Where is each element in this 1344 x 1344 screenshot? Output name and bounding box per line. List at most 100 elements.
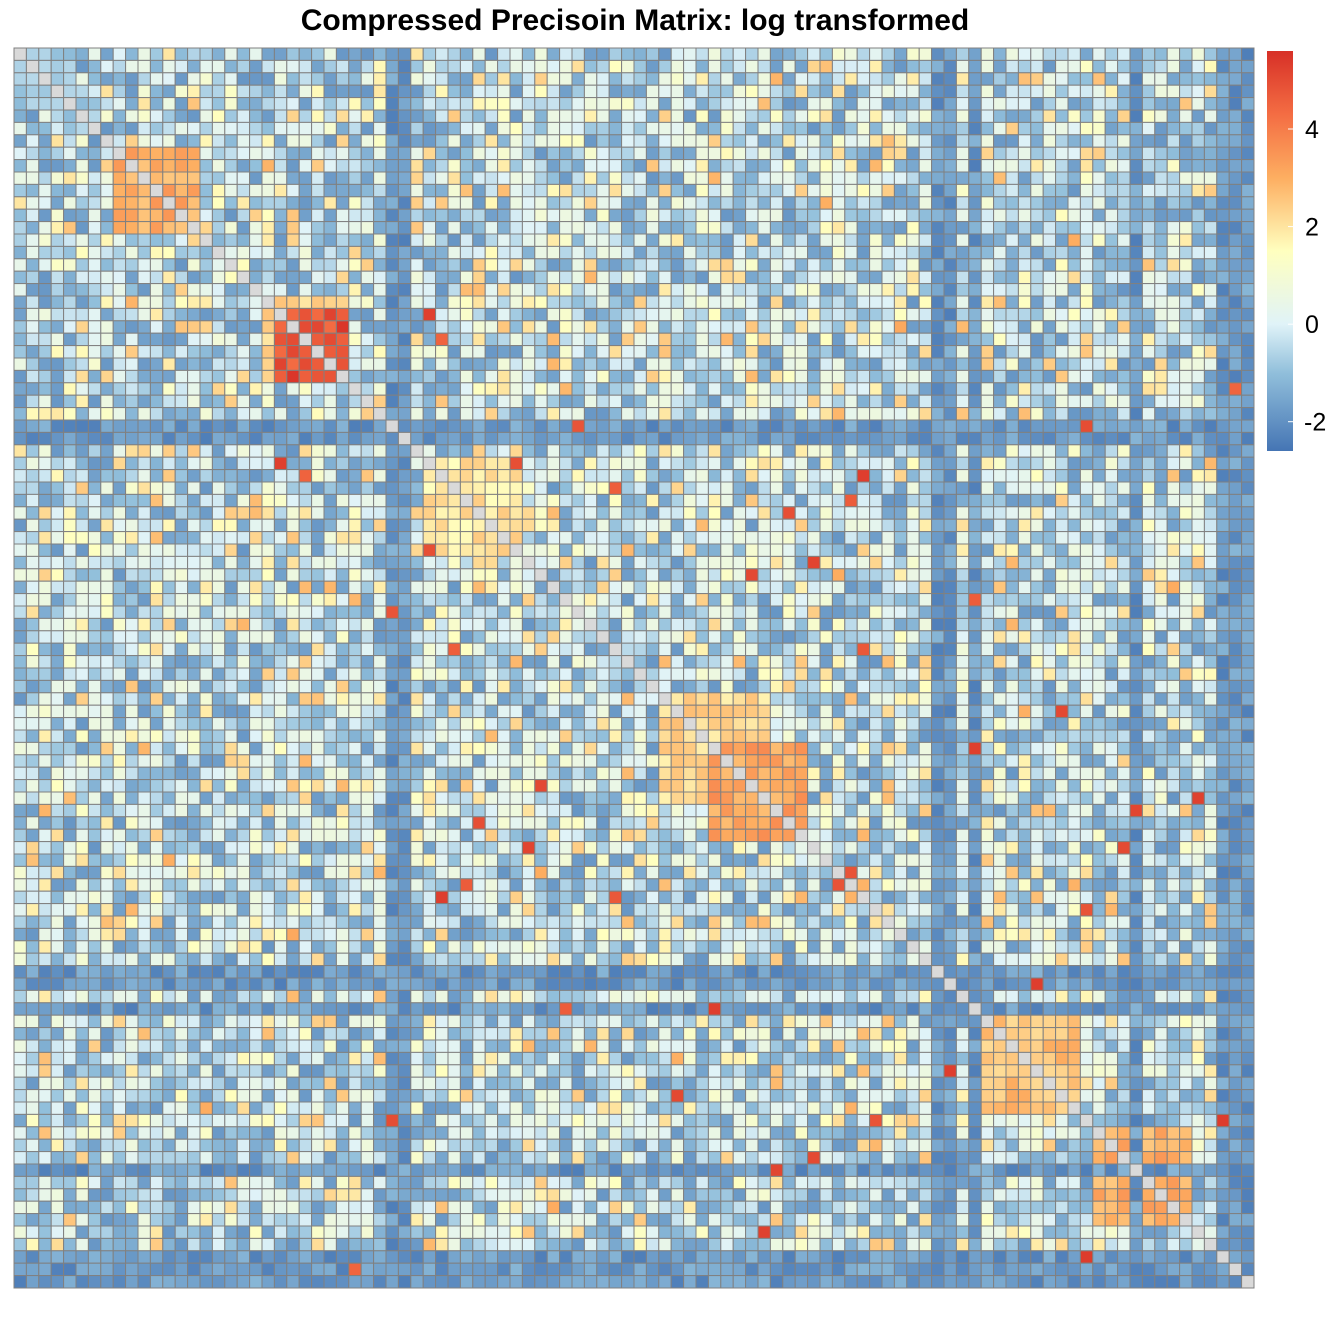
heatmap-cell <box>695 369 709 384</box>
heatmap-cell <box>720 97 734 111</box>
heatmap-cell <box>1104 295 1119 309</box>
heatmap-cell <box>707 518 722 533</box>
heatmap-cell <box>497 221 511 235</box>
heatmap-cell <box>162 357 176 371</box>
heatmap-cell <box>955 506 970 520</box>
heatmap-cell <box>472 593 486 607</box>
heatmap-cell <box>720 642 734 657</box>
heatmap-cell <box>459 407 474 421</box>
heatmap-cell <box>683 258 697 272</box>
heatmap-cell <box>534 655 548 669</box>
heatmap-cell <box>373 580 387 595</box>
heatmap-cell <box>50 605 65 619</box>
heatmap-cell <box>509 617 523 632</box>
heatmap-cell <box>931 382 945 396</box>
heatmap-cell <box>1179 555 1193 570</box>
heatmap-cell <box>621 196 635 210</box>
heatmap-cell <box>670 47 685 61</box>
heatmap-cell <box>1067 47 1081 61</box>
heatmap-cell <box>373 493 387 508</box>
heatmap-cell <box>1104 72 1119 86</box>
heatmap-cell <box>236 407 251 421</box>
heatmap-cell <box>25 47 40 61</box>
heatmap-cell <box>943 493 957 508</box>
heatmap-cell <box>856 196 871 210</box>
heatmap-cell <box>670 283 685 297</box>
heatmap-cell <box>472 233 486 247</box>
heatmap-cell <box>844 109 858 123</box>
heatmap-cell <box>484 642 499 657</box>
heatmap-cell <box>1154 345 1168 359</box>
heatmap-cell <box>125 655 139 669</box>
heatmap-cell <box>732 605 747 619</box>
heatmap-cell <box>1079 394 1094 409</box>
heatmap-cell <box>25 357 40 371</box>
heatmap-cell <box>286 159 300 173</box>
heatmap-cell <box>695 258 709 272</box>
heatmap-cell <box>819 469 833 483</box>
heatmap-cell <box>720 394 734 409</box>
heatmap-cell <box>1216 444 1230 458</box>
heatmap-cell <box>869 59 883 74</box>
heatmap-cell <box>745 568 759 582</box>
heatmap-cell <box>931 171 945 185</box>
heatmap-cell <box>546 295 561 309</box>
heatmap-cell <box>769 555 784 570</box>
heatmap-cell <box>199 543 213 557</box>
heatmap-cell <box>757 518 771 533</box>
heatmap-cell <box>298 196 313 210</box>
heatmap-cell <box>75 47 89 61</box>
heatmap-cell <box>447 531 461 545</box>
heatmap-cell <box>645 605 660 619</box>
heatmap-cell <box>211 531 226 545</box>
heatmap-cell <box>397 382 412 396</box>
heatmap-cell <box>521 59 536 74</box>
heatmap-cell <box>1042 72 1057 86</box>
heatmap-cell <box>831 332 846 347</box>
heatmap-cell <box>422 84 437 99</box>
heatmap-cell <box>633 59 647 74</box>
heatmap-cell <box>819 171 833 185</box>
heatmap-cell <box>993 580 1007 595</box>
heatmap-cell <box>1154 369 1168 384</box>
heatmap-cell <box>968 394 982 409</box>
heatmap-cell <box>596 431 610 446</box>
heatmap-cell <box>596 531 610 545</box>
heatmap-cell <box>435 382 449 396</box>
heatmap-cell <box>658 642 672 657</box>
heatmap-cell <box>100 59 114 74</box>
heatmap-cell <box>1104 593 1119 607</box>
heatmap-cell <box>993 481 1007 495</box>
heatmap-cell <box>980 320 995 334</box>
heatmap-cell <box>1092 233 1106 247</box>
heatmap-cell <box>1241 295 1255 309</box>
heatmap-cell <box>125 283 139 297</box>
heatmap-cell <box>794 518 809 533</box>
heatmap-cell <box>249 605 263 619</box>
heatmap-cell <box>769 593 784 607</box>
heatmap-cell <box>695 580 709 595</box>
heatmap-cell <box>1042 183 1057 198</box>
heatmap-cell <box>323 47 337 61</box>
heatmap-cell <box>1030 357 1044 371</box>
heatmap-cell <box>273 580 288 595</box>
heatmap-cell <box>608 307 623 322</box>
heatmap-cell <box>286 320 300 334</box>
heatmap-cell <box>521 382 536 396</box>
heatmap-cell <box>373 394 387 409</box>
heatmap-cell <box>931 456 945 471</box>
heatmap-cell <box>422 655 437 669</box>
heatmap-cell <box>608 233 623 247</box>
heatmap-cell <box>484 320 499 334</box>
heatmap-cell <box>893 531 908 545</box>
heatmap-cell <box>757 481 771 495</box>
heatmap-cell <box>831 233 846 247</box>
heatmap-cell <box>50 531 65 545</box>
heatmap-cell <box>683 469 697 483</box>
heatmap-cell <box>1228 97 1243 111</box>
heatmap-cell <box>472 642 486 657</box>
heatmap-cell <box>422 72 437 86</box>
heatmap-cell <box>757 642 771 657</box>
heatmap-cell <box>397 84 412 99</box>
